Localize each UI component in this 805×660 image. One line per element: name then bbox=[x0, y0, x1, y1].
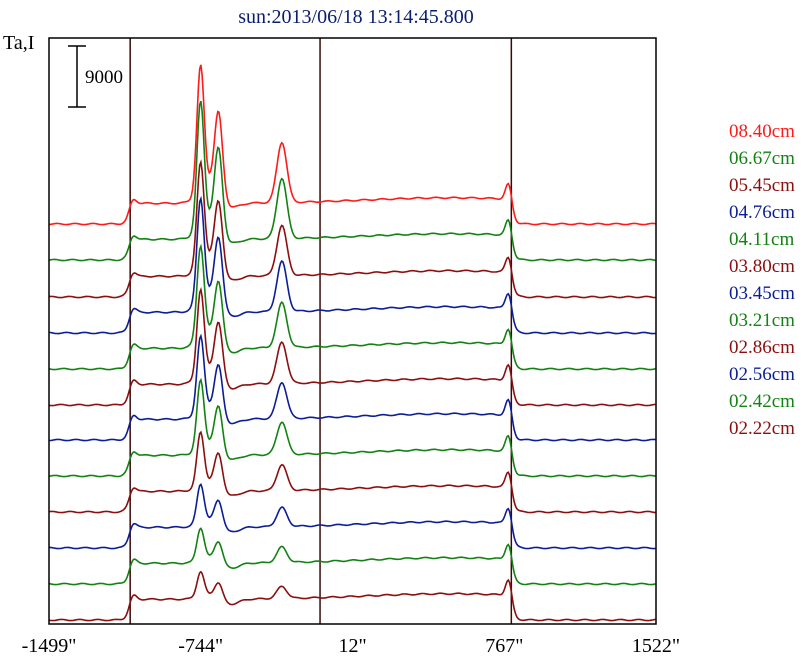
chart-title: sun:2013/06/18 13:14:45.800 bbox=[238, 6, 474, 28]
spectral-traces bbox=[48, 64, 656, 622]
legend-entry: 05.45cm bbox=[729, 175, 795, 196]
trace-02.42cm bbox=[48, 527, 656, 586]
x-tick-label: 1522" bbox=[632, 635, 680, 657]
trace-02.86cm bbox=[48, 430, 656, 514]
x-axis-ticks: -1499" -744" 12" 767" 1522" bbox=[22, 635, 681, 657]
x-tick-label: 12" bbox=[339, 635, 367, 657]
scale-bar-label: 9000 bbox=[85, 67, 123, 88]
x-tick-label: -744" bbox=[178, 635, 223, 657]
trace-03.21cm bbox=[48, 377, 656, 478]
legend-entry: 06.67cm bbox=[729, 148, 795, 169]
legend-entry: 02.86cm bbox=[729, 337, 795, 358]
trace-06.67cm bbox=[48, 100, 656, 262]
y-axis-label: Ta,I bbox=[3, 32, 34, 54]
scale-bar: 9000 bbox=[68, 45, 123, 108]
trace-03.45cm bbox=[48, 333, 656, 442]
legend-entry: 04.11cm bbox=[729, 229, 794, 250]
legend-entry: 02.42cm bbox=[729, 391, 795, 412]
legend: 08.40cm 06.67cm 05.45cm 04.76cm 04.11cm 03.80… bbox=[729, 121, 795, 439]
legend-entry: 02.56cm bbox=[729, 364, 795, 385]
legend-entry: 03.80cm bbox=[729, 256, 795, 277]
legend-entry: 02.22cm bbox=[729, 418, 795, 439]
legend-entry: 08.40cm bbox=[729, 121, 795, 142]
trace-02.56cm bbox=[49, 483, 656, 550]
trace-05.45cm bbox=[48, 159, 656, 299]
legend-entry: 04.76cm bbox=[729, 202, 795, 223]
x-tick-label: 767" bbox=[485, 635, 523, 657]
legend-entry: 03.21cm bbox=[729, 310, 795, 331]
legend-entry: 03.45cm bbox=[729, 283, 795, 304]
trace-02.22cm bbox=[48, 570, 656, 622]
trace-04.76cm bbox=[48, 195, 656, 335]
reference-lines bbox=[129, 38, 513, 624]
trace-04.11cm bbox=[48, 243, 656, 371]
trace-03.80cm bbox=[48, 286, 656, 407]
plot-frame bbox=[48, 37, 657, 625]
x-tick-label: -1499" bbox=[22, 635, 77, 657]
trace-08.40cm bbox=[48, 64, 656, 226]
